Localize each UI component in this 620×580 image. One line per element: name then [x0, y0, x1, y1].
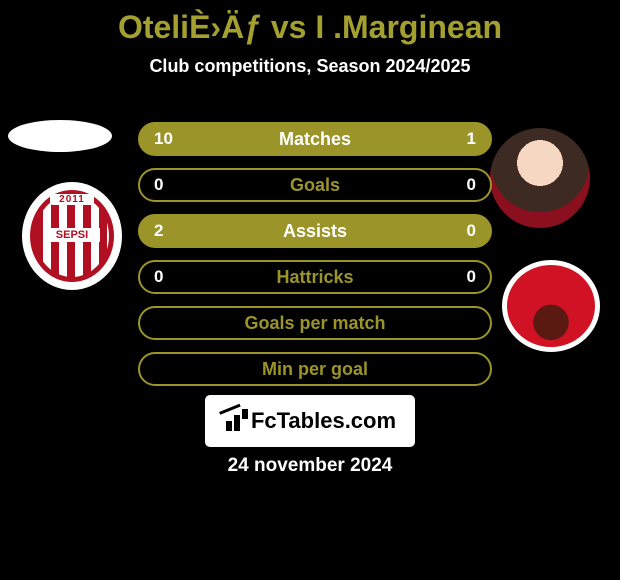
- stat-label: Matches: [279, 129, 351, 150]
- stat-left-value: 10: [154, 129, 173, 149]
- stat-label: Goals per match: [244, 313, 385, 334]
- club-left-crest: SEPSI: [22, 182, 122, 290]
- fctables-mark-icon: [224, 409, 248, 433]
- stat-right-value: 0: [467, 267, 476, 287]
- club-left-crest-label: SEPSI: [44, 228, 100, 242]
- subtitle: Club competitions, Season 2024/2025: [0, 56, 620, 77]
- stat-row-assists: 2 Assists 0: [138, 214, 492, 248]
- stat-row-hattricks: 0 Hattricks 0: [138, 260, 492, 294]
- title-vs: vs: [271, 9, 307, 45]
- stat-row-min-per-goal: Min per goal: [138, 352, 492, 386]
- stat-left-value: 0: [154, 267, 163, 287]
- stat-right-value: 0: [467, 175, 476, 195]
- stat-label: Assists: [283, 221, 347, 242]
- stat-right-value: 1: [467, 129, 476, 149]
- fctables-logo: FcTables.com: [224, 408, 396, 434]
- stat-label: Hattricks: [276, 267, 353, 288]
- player-right-avatar: [490, 128, 590, 228]
- club-right-crest: [502, 260, 600, 352]
- player-left-avatar: [8, 120, 112, 152]
- stat-row-matches: 10 Matches 1: [138, 122, 492, 156]
- date-text: 24 november 2024: [0, 455, 620, 477]
- stat-right-value: 0: [467, 221, 476, 241]
- title-left: OteliÈ›Äƒ: [118, 9, 262, 45]
- title-right: I .Marginean: [315, 9, 502, 45]
- stat-row-goals: 0 Goals 0: [138, 168, 492, 202]
- stat-left-value: 0: [154, 175, 163, 195]
- stat-left-value: 2: [154, 221, 163, 241]
- stat-label: Min per goal: [262, 359, 368, 380]
- fctables-badge: FcTables.com: [205, 395, 415, 447]
- fctables-text: FcTables.com: [251, 408, 396, 434]
- page-title: OteliÈ›Äƒ vs I .Marginean: [0, 0, 620, 48]
- stat-label: Goals: [290, 175, 340, 196]
- stat-row-goals-per-match: Goals per match: [138, 306, 492, 340]
